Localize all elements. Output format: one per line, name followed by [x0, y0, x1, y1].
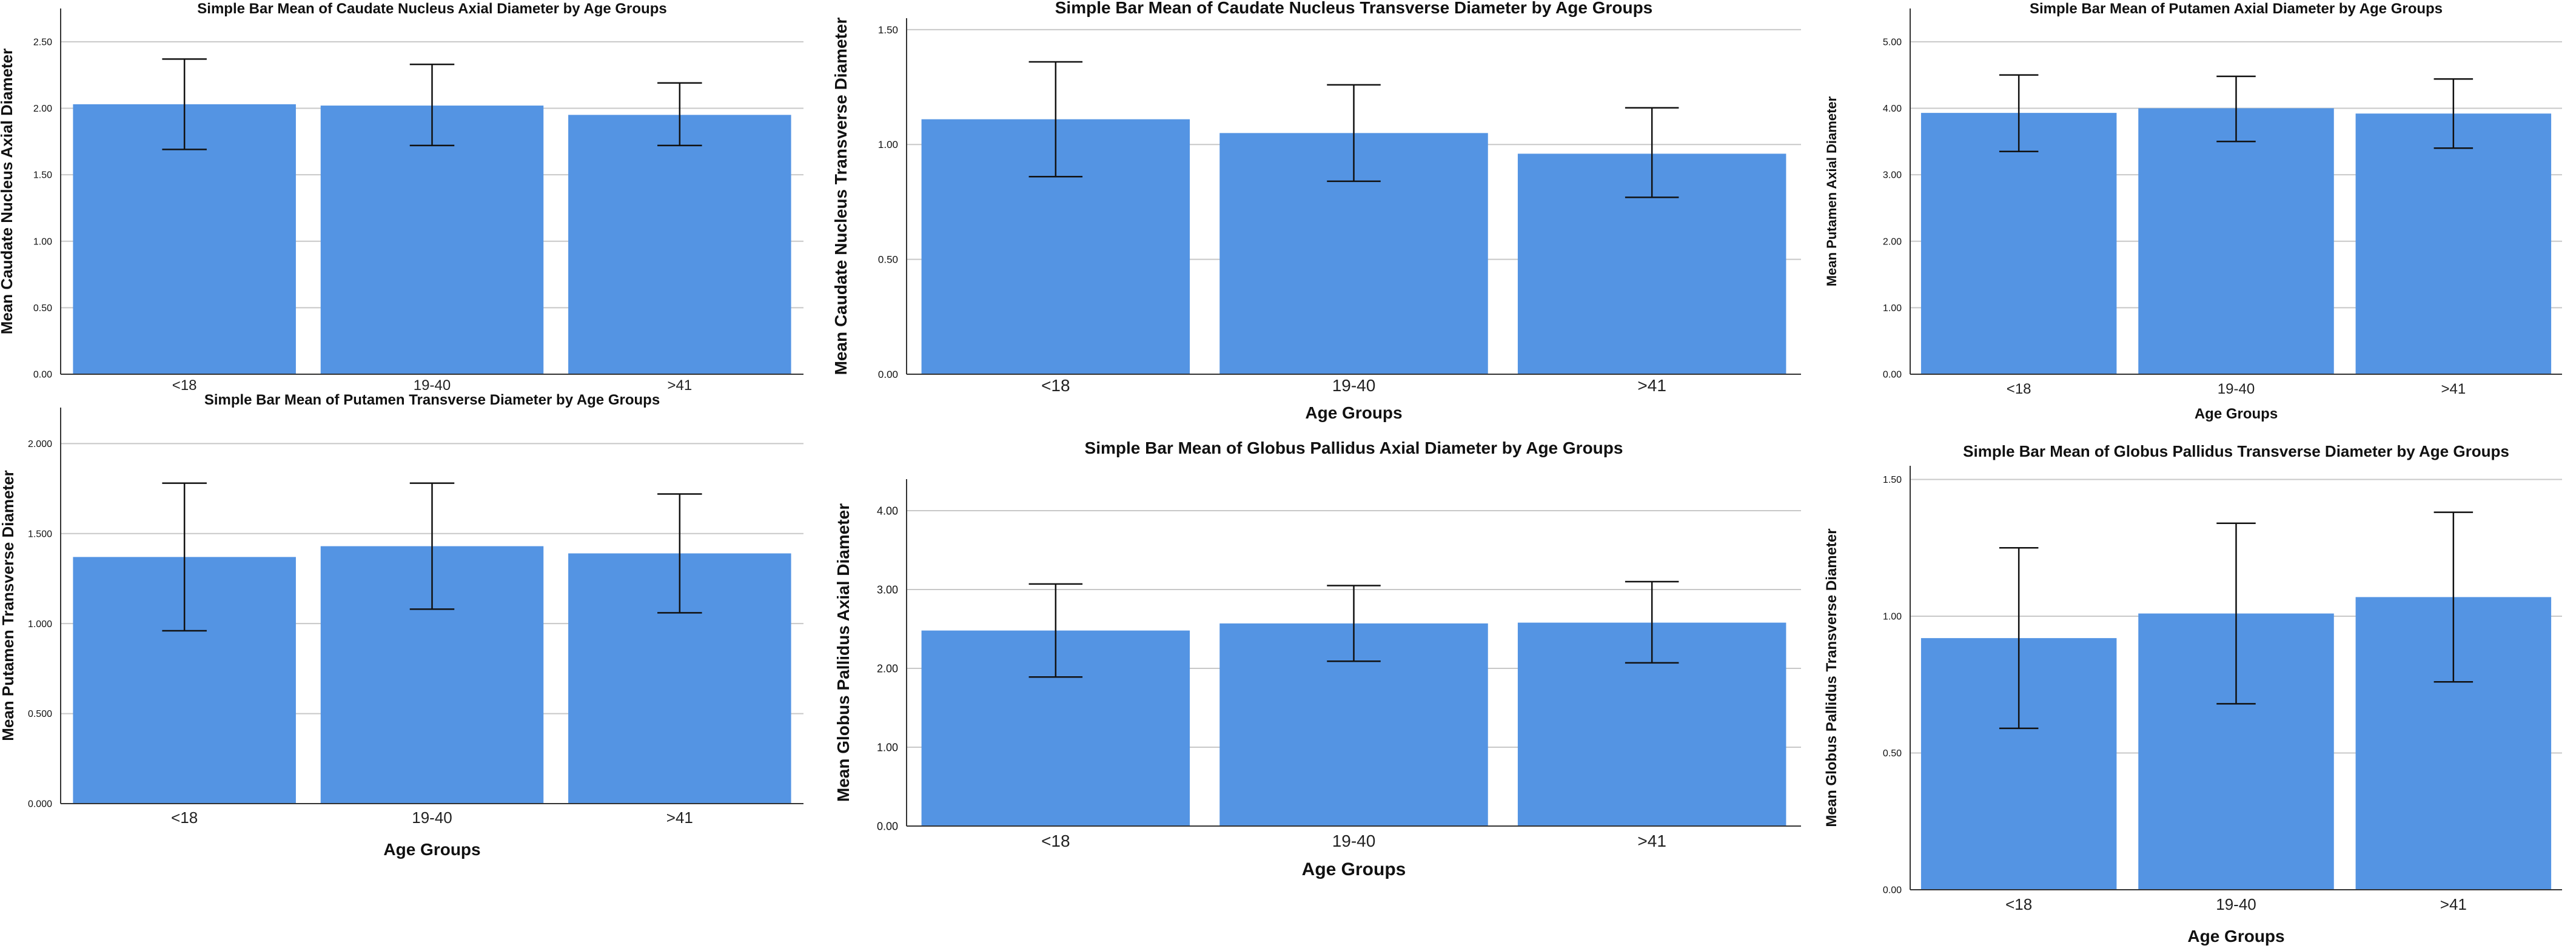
chart-panel-3: 0.00 1.00 2.00 3.00 4.00 5.00 <18 19-40 >41 Simpl… [1824, 1, 2562, 422]
y-tick-label: 0.00 [33, 370, 52, 380]
y-axis-label: Mean Caudate Nucleus Transverse Diameter [831, 17, 850, 375]
x-tick-label: >41 [667, 377, 692, 394]
x-axis-label: Age Groups [2187, 927, 2284, 946]
x-tick-label: >41 [666, 808, 693, 827]
x-tick-label: 19-40 [2218, 381, 2255, 397]
x-axis-label: Age Groups [1302, 859, 1406, 879]
y-tick-label: 1.00 [878, 139, 898, 150]
y-tick-label: 1.50 [33, 170, 52, 181]
y-tick-label: 0.500 [28, 709, 52, 719]
bar [2138, 108, 2334, 375]
x-tick-label: >41 [1637, 832, 1666, 850]
y-axis-label: Mean Putamen Axial Diameter [1824, 96, 1839, 286]
x-tick-label: 19-40 [2216, 895, 2256, 913]
x-tick-label: >41 [1637, 376, 1666, 395]
chart-title: Simple Bar Mean of Globus Pallidus Axial… [1085, 439, 1623, 457]
x-tick-label: <18 [171, 808, 198, 827]
chart-title: Simple Bar Mean of Putamen Transverse Di… [204, 392, 660, 408]
y-tick-label: 0.00 [878, 369, 898, 380]
chart-panel-6: 0.00 0.50 1.00 1.50 <18 19-40 >41 Simple Bar Me… [1823, 442, 2562, 946]
y-tick-label: 4.00 [877, 505, 898, 517]
y-tick-label: 1.00 [1883, 303, 1902, 314]
y-tick-label: 0.000 [28, 799, 52, 810]
x-tick-label: >41 [2440, 895, 2467, 913]
y-tick-label: 1.50 [1883, 475, 1902, 485]
x-tick-label: 19-40 [412, 808, 452, 827]
x-tick-label: <18 [2007, 381, 2031, 397]
y-tick-label: 3.00 [1883, 170, 1902, 181]
y-tick-label: 2.50 [33, 37, 52, 47]
x-tick-label: >41 [2441, 381, 2466, 397]
x-tick-label: 19-40 [1332, 832, 1376, 850]
bar [320, 106, 544, 374]
chart-title: Simple Bar Mean of Caudate Nucleus Axial… [197, 1, 666, 17]
x-tick-label: <18 [1041, 376, 1070, 395]
y-tick-label: 0.00 [1883, 885, 1902, 896]
y-tick-label: 3.00 [877, 583, 898, 596]
y-tick-label: 2.000 [28, 439, 52, 449]
y-tick-label: 2.00 [1883, 237, 1902, 247]
y-tick-label: 1.000 [28, 619, 52, 630]
y-tick-label: 0.50 [33, 303, 52, 314]
chart-title: Simple Bar Mean of Caudate Nucleus Trans… [1055, 0, 1653, 17]
y-tick-label: 2.00 [877, 662, 898, 674]
y-tick-label: 0.00 [1883, 370, 1902, 380]
y-tick-label: 2.00 [33, 104, 52, 114]
x-axis-label: Age Groups [383, 840, 480, 859]
bar [2355, 113, 2552, 374]
y-tick-label: 1.500 [28, 529, 52, 539]
x-tick-label: 19-40 [414, 377, 451, 394]
y-axis-label: Mean Globus Pallidus Transverse Diameter [1823, 528, 1840, 827]
y-tick-label: 0.00 [877, 820, 898, 832]
chart-panel-2: 0.00 0.50 1.00 1.50 <18 19-40 >41 Simple Bar Me… [831, 0, 1801, 422]
y-tick-label: 0.50 [1883, 748, 1902, 759]
y-axis-label: Mean Caudate Nucleus Axial Diameter [0, 49, 16, 335]
y-axis-label: Mean Globus Pallidus Axial Diameter [834, 503, 853, 802]
y-tick-label: 4.00 [1883, 104, 1902, 114]
y-tick-label: 1.50 [878, 24, 898, 36]
x-tick-label: 19-40 [1332, 376, 1376, 395]
x-tick-label: <18 [172, 377, 197, 394]
y-axis-label: Mean Putamen Transverse Diameter [0, 470, 17, 741]
y-tick-label: 1.00 [877, 741, 898, 753]
x-axis-label: Age Groups [1305, 403, 1402, 422]
x-axis-label: Age Groups [2195, 406, 2278, 422]
y-tick-label: 0.50 [878, 254, 898, 266]
bar [568, 115, 791, 374]
bar [1920, 113, 2117, 374]
chart-title: Simple Bar Mean of Putamen Axial Diamete… [2030, 1, 2443, 17]
y-tick-label: 1.00 [33, 237, 52, 247]
y-tick-label: 1.00 [1883, 612, 1902, 622]
x-tick-label: <18 [1041, 832, 1070, 850]
y-tick-label: 5.00 [1883, 37, 1902, 47]
chart-panel-1: 0.00 0.50 1.00 1.50 2.00 2.50 <18 19-40 >41 Simpl… [0, 1, 803, 394]
chart-panel-4: 0.000 0.500 1.000 1.500 2.000 <18 19-40 >41 Simp… [0, 392, 803, 859]
chart-title: Simple Bar Mean of Globus Pallidus Trans… [1963, 442, 2509, 460]
x-tick-label: <18 [2005, 895, 2032, 913]
chart-panel-5: 0.00 1.00 2.00 3.00 4.00 <18 19-40 >41 Simple Ba… [834, 439, 1801, 879]
